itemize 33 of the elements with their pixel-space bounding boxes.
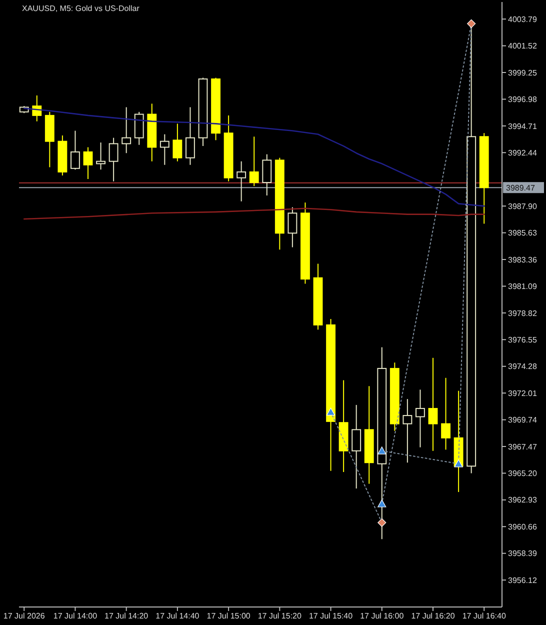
y-tick-label: 3962.93 [508, 496, 538, 505]
ref-line-label: 3989.47 [506, 184, 536, 193]
y-tick-label: 3969.74 [508, 416, 538, 425]
x-tick-label: 17 Jul 2026 [3, 612, 46, 621]
y-tick-label: 4003.79 [508, 14, 538, 24]
y-tick-label: 3978.82 [508, 308, 538, 318]
x-tick-label: 17 Jul 15:20 [258, 612, 302, 621]
y-tick-label: 3967.47 [508, 442, 538, 452]
y-tick-label: 3992.44 [508, 148, 538, 158]
y-tick-label: 3965.20 [508, 469, 538, 478]
x-tick-label: 17 Jul 15:00 [206, 612, 251, 621]
y-tick-label: 3981.09 [508, 282, 538, 292]
y-tick-label: 3985.63 [508, 228, 538, 238]
x-tick-label: 17 Jul 16:40 [462, 612, 506, 621]
y-tick-label: 3956.12 [508, 576, 538, 585]
y-tick-label: 3994.71 [508, 122, 538, 131]
y-tick-label: 3983.36 [508, 255, 538, 264]
x-tick-label: 17 Jul 14:00 [53, 612, 98, 621]
y-tick-label: 3972.01 [508, 388, 538, 398]
y-tick-label: 3974.28 [508, 362, 538, 372]
y-tick-label: 4001.52 [508, 42, 538, 51]
x-tick-label: 17 Jul 16:20 [411, 612, 456, 621]
y-tick-label: 3999.25 [508, 68, 538, 78]
x-tick-label: 17 Jul 14:40 [156, 612, 200, 621]
chart-title: XAUUSD, M5: Gold vs US-Dollar [22, 4, 140, 14]
y-tick-label: 3976.55 [508, 335, 538, 344]
y-tick-label: 3958.39 [508, 549, 538, 558]
x-tick-label: 17 Jul 14:20 [104, 612, 149, 621]
y-tick-label: 3987.90 [508, 202, 538, 211]
x-tick-label: 17 Jul 15:40 [308, 612, 354, 621]
y-tick-label: 3960.66 [508, 522, 538, 532]
y-tick-label: 3996.98 [508, 95, 538, 104]
x-tick-label: 17 Jul 16:00 [360, 612, 404, 621]
